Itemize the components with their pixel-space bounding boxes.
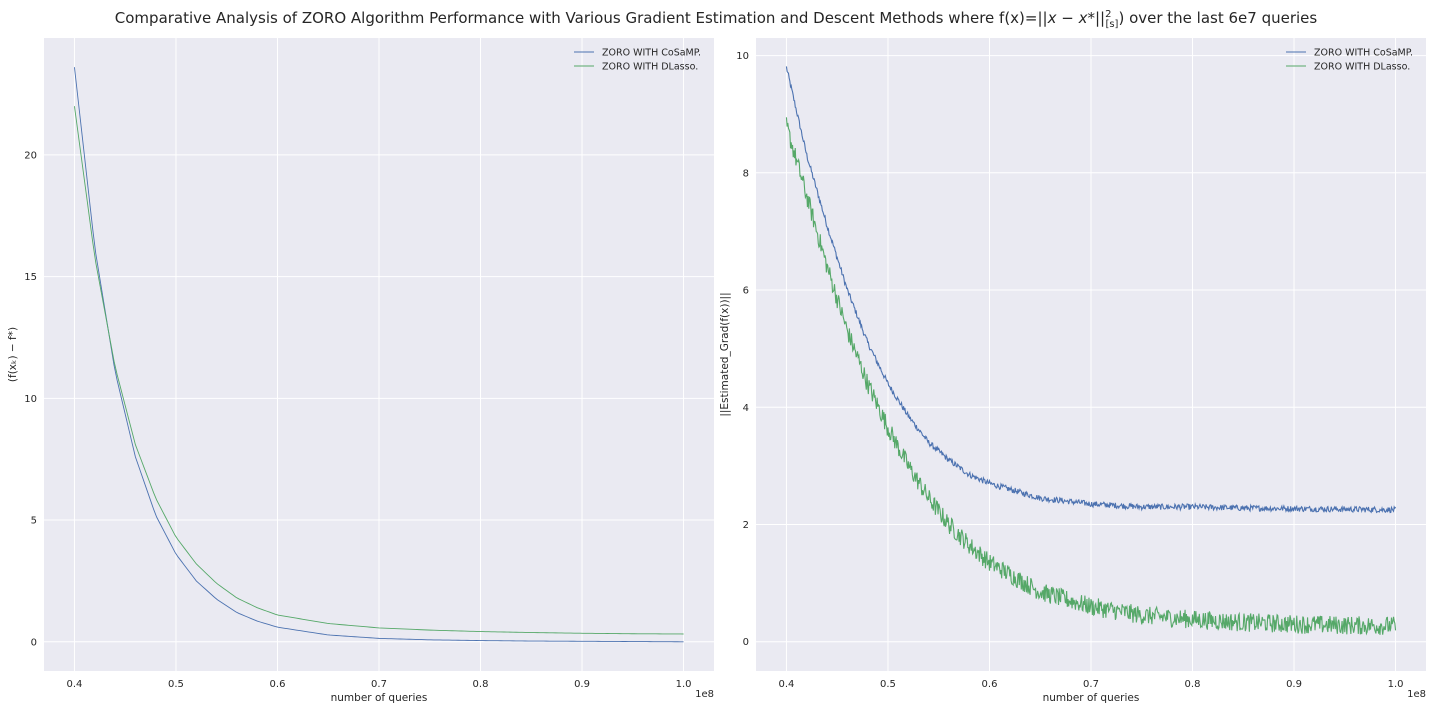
x-axis-label: number of queries bbox=[1043, 692, 1140, 704]
x-tick-label: 0.5 bbox=[168, 679, 184, 690]
figure-title: Comparative Analysis of ZORO Algorithm P… bbox=[115, 9, 1318, 30]
y-tick-label: 0 bbox=[743, 637, 749, 648]
x-tick-label: 0.7 bbox=[1083, 679, 1099, 690]
y-axis-label: ||Estimated_Grad(f(x))|| bbox=[719, 292, 731, 416]
x-tick-label: 0.6 bbox=[982, 679, 998, 690]
y-tick-label: 8 bbox=[743, 168, 749, 179]
y-tick-label: 10 bbox=[736, 51, 749, 62]
chart-panel-gradient-norm: 0.4 0.5 0.6 0.7 0.8 0.9 1.0 0 2 4 6 8 10 ZORO WITH Co… bbox=[719, 38, 1426, 704]
legend-label: ZORO WITH DLasso. bbox=[602, 62, 698, 73]
y-tick-label: 15 bbox=[24, 272, 37, 283]
x-offset-text: 1e8 bbox=[695, 689, 714, 700]
x-tick-label: 0.7 bbox=[371, 679, 387, 690]
series-line-0 bbox=[785, 66, 1397, 514]
y-tick-label: 5 bbox=[31, 516, 37, 527]
legend-label: ZORO WITH DLasso. bbox=[1314, 62, 1410, 73]
x-tick-label: 1.0 bbox=[676, 679, 692, 690]
y-tick-label: 10 bbox=[24, 394, 37, 405]
y-tick-label: 0 bbox=[31, 637, 37, 648]
y-tick-label: 20 bbox=[24, 150, 37, 161]
x-tick-label: 0.4 bbox=[67, 679, 83, 690]
x-offset-text: 1e8 bbox=[1407, 689, 1426, 700]
x-tick-label: 0.4 bbox=[779, 679, 795, 690]
legend-label: ZORO WITH CoSaMP. bbox=[1314, 48, 1413, 59]
series-line-1 bbox=[785, 117, 1397, 636]
chart-panel-objective-gap: 0.4 0.5 0.6 0.7 0.8 0.9 1.0 0 5 10 15 20 ZORO WITH C… bbox=[7, 38, 714, 704]
y-axis-label: (f(xₖ) − f*) bbox=[7, 327, 19, 382]
y-tick-label: 4 bbox=[743, 403, 749, 414]
x-axis-label: number of queries bbox=[331, 692, 428, 704]
x-tick-label: 0.8 bbox=[1185, 679, 1201, 690]
x-tick-label: 0.5 bbox=[880, 679, 896, 690]
x-tick-label: 0.8 bbox=[473, 679, 489, 690]
x-tick-label: 0.9 bbox=[574, 679, 590, 690]
legend-label: ZORO WITH CoSaMP. bbox=[602, 48, 701, 59]
x-tick-label: 0.9 bbox=[1286, 679, 1302, 690]
series-line-1 bbox=[74, 106, 684, 635]
x-tick-label: 0.6 bbox=[270, 679, 286, 690]
series-line-0 bbox=[74, 67, 684, 643]
x-tick-label: 1.0 bbox=[1388, 679, 1404, 690]
y-tick-label: 2 bbox=[743, 520, 749, 531]
y-tick-label: 6 bbox=[743, 286, 749, 297]
